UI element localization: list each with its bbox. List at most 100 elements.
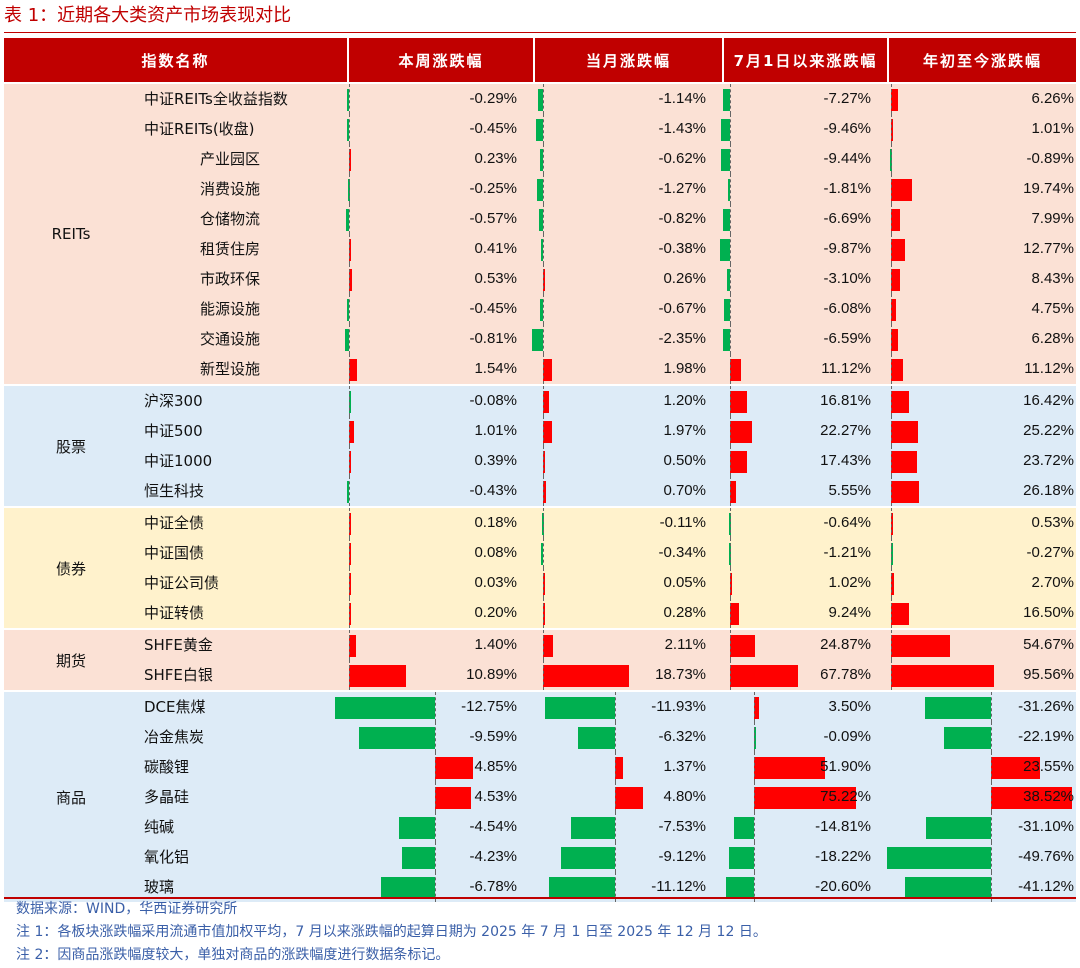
since-jul1-cell: 75.22% (710, 782, 873, 812)
ytd-cell: 38.52% (875, 782, 1076, 812)
ytd-cell: 95.56% (875, 660, 1076, 690)
zero-axis (754, 722, 755, 752)
ytd-cell: -22.19% (875, 722, 1076, 752)
ytd-value: 23.55% (1023, 758, 1074, 775)
footnote-1: 注 1：各板块涨跌幅采用流通市值加权平均，7 月以来涨跌幅的起算日期为 2025… (16, 924, 767, 940)
table-row: 新型设施 1.54% 1.98% 11.12% 11.12% (4, 354, 1076, 384)
zero-axis (615, 752, 616, 782)
data-bar (349, 543, 351, 565)
group-separator (4, 690, 1076, 692)
data-bar (720, 119, 730, 141)
zero-axis (891, 174, 892, 204)
data-bar (615, 757, 624, 779)
ytd-value: 4.75% (1031, 300, 1074, 317)
data-bar (728, 543, 731, 565)
since-jul1-value: -1.21% (823, 544, 871, 561)
data-bar (349, 603, 351, 625)
ytd-cell: 23.55% (875, 752, 1076, 782)
month-value: 4.80% (663, 788, 706, 805)
data-bar (543, 603, 545, 625)
week-value: -0.25% (469, 180, 517, 197)
zero-axis (991, 812, 992, 842)
data-bar (754, 697, 759, 719)
index-name: 新型设施 (200, 360, 261, 378)
index-name: SHFE白银 (144, 666, 213, 684)
data-bar (891, 603, 909, 625)
data-bar (544, 697, 615, 719)
zero-axis (435, 812, 436, 842)
data-bar (730, 391, 747, 413)
zero-axis (891, 538, 892, 568)
month-value: 1.97% (663, 422, 706, 439)
group-equity: 股票 沪深300 -0.08% 1.20% 16.81% 16.42% 中证500 1.01%… (4, 386, 1076, 506)
zero-axis (891, 84, 892, 114)
week-cell: -0.43% (335, 476, 519, 506)
zero-axis (349, 354, 350, 384)
zero-axis (349, 446, 350, 476)
month-cell: 18.73% (521, 660, 708, 690)
zero-axis (754, 692, 755, 722)
ytd-value: 0.53% (1031, 514, 1074, 531)
data-bar (891, 481, 920, 503)
data-bar (891, 239, 905, 261)
month-value: -11.12% (651, 878, 706, 895)
table-row: 纯碱 -4.54% -7.53% -14.81% -31.10% (4, 812, 1076, 842)
zero-axis (891, 508, 892, 538)
index-name: 中证全债 (144, 514, 205, 532)
ytd-cell: 8.43% (875, 264, 1076, 294)
month-cell: 0.26% (521, 264, 708, 294)
since-jul1-value: 67.78% (820, 666, 871, 683)
zero-axis (349, 630, 350, 660)
zero-axis (730, 144, 731, 174)
zero-axis (730, 508, 731, 538)
title-rule (4, 32, 1076, 33)
ytd-value: 16.42% (1023, 392, 1074, 409)
week-cell: 1.40% (335, 630, 519, 660)
zero-axis (349, 264, 350, 294)
since-jul1-cell: 51.90% (710, 752, 873, 782)
group-label: 股票 (55, 437, 86, 456)
data-bar (349, 149, 351, 171)
data-bar (891, 89, 898, 111)
zero-axis (991, 782, 992, 812)
since-jul1-value: 51.90% (820, 758, 871, 775)
since-jul1-value: -20.60% (815, 878, 871, 895)
zero-axis (435, 782, 436, 812)
table-row: DCE焦煤 -12.75% -11.93% 3.50% -31.26% (4, 692, 1076, 722)
header-index-name: 指数名称 (4, 38, 347, 82)
week-value: 0.41% (474, 240, 517, 257)
index-name: SHFE黄金 (144, 636, 213, 654)
zero-axis (349, 144, 350, 174)
ytd-cell: 19.74% (875, 174, 1076, 204)
zero-axis (435, 722, 436, 752)
since-jul1-cell: -6.59% (710, 324, 873, 354)
zero-axis (543, 630, 544, 660)
table-row: 恒生科技 -0.43% 0.70% 5.55% 26.18% (4, 476, 1076, 506)
week-cell: 0.23% (335, 144, 519, 174)
data-bar (991, 757, 1041, 779)
month-value: -0.62% (658, 150, 706, 167)
week-value: -6.78% (469, 878, 517, 895)
index-name: 沪深300 (144, 392, 203, 410)
week-cell: 0.53% (335, 264, 519, 294)
week-cell: 0.18% (335, 508, 519, 538)
table-row: 仓储物流 -0.57% -0.82% -6.69% 7.99% (4, 204, 1076, 234)
week-value: 1.01% (474, 422, 517, 439)
week-cell: -12.75% (335, 692, 519, 722)
zero-axis (349, 386, 350, 416)
ytd-cell: 16.50% (875, 598, 1076, 628)
zero-axis (349, 568, 350, 598)
data-bar (543, 665, 630, 687)
table-row: 市政环保 0.53% 0.26% -3.10% 8.43% (4, 264, 1076, 294)
week-cell: 0.39% (335, 446, 519, 476)
month-value: 1.98% (663, 360, 706, 377)
zero-axis (349, 476, 350, 506)
zero-axis (543, 354, 544, 384)
since-jul1-value: -9.44% (823, 150, 871, 167)
month-value: 1.37% (663, 758, 706, 775)
table-row: 沪深300 -0.08% 1.20% 16.81% 16.42% (4, 386, 1076, 416)
zero-axis (891, 354, 892, 384)
week-value: -0.81% (469, 330, 517, 347)
month-cell: 4.80% (521, 782, 708, 812)
ytd-value: -41.12% (1018, 878, 1074, 895)
